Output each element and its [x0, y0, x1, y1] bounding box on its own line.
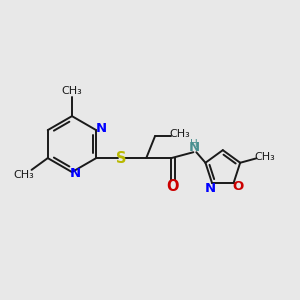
Text: CH₃: CH₃	[255, 152, 276, 162]
Text: O: O	[232, 180, 244, 193]
Text: CH₃: CH₃	[61, 85, 82, 95]
Text: CH₃: CH₃	[170, 129, 190, 139]
Text: S: S	[116, 151, 127, 166]
Text: CH₃: CH₃	[14, 170, 34, 180]
Text: N: N	[70, 167, 81, 180]
Text: N: N	[188, 141, 200, 154]
Text: N: N	[205, 182, 216, 195]
Text: N: N	[96, 122, 107, 135]
Text: O: O	[166, 179, 178, 194]
Text: H: H	[190, 139, 198, 149]
